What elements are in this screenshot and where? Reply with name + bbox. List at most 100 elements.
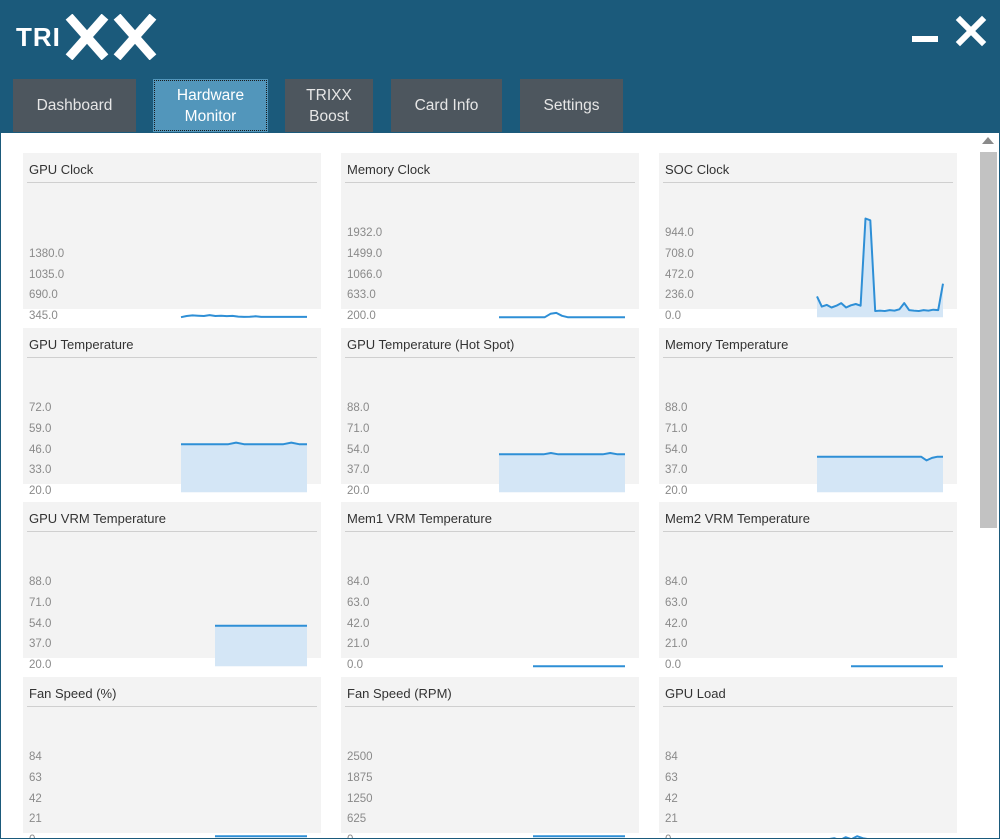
series-line — [181, 441, 307, 446]
monitor-card: Mem2 VRM Temperature 84.0 63.0 42.0 21.0 0.0 — [659, 502, 957, 671]
y-tick-label: 37.0 — [347, 464, 370, 477]
y-tick-label: 472.0 — [665, 268, 694, 281]
y-tick-label: 20.0 — [347, 485, 370, 498]
monitor-title: Mem1 VRM Temperature — [347, 511, 492, 526]
minimize-icon — [912, 36, 938, 42]
y-tick-label: 33.0 — [29, 464, 52, 477]
trixx-logo: TRI — [16, 14, 157, 60]
svg-text:TRI: TRI — [16, 22, 61, 52]
monitor-card: GPU Load 84 63 42 21 0 — [659, 677, 957, 838]
tab-dashboard[interactable]: Dashboard — [13, 79, 136, 132]
y-tick-label: 54.0 — [347, 443, 370, 456]
title-divider — [663, 706, 953, 707]
vertical-scrollbar[interactable] — [978, 133, 999, 838]
tab-card-info[interactable]: Card Info — [391, 79, 502, 132]
y-tick-label: 0.0 — [665, 659, 681, 672]
y-tick-label: 84 — [665, 751, 678, 763]
y-tick-label: 54.0 — [29, 617, 52, 630]
monitor-title: GPU Temperature (Hot Spot) — [347, 337, 515, 352]
y-tick-label: 88.0 — [665, 402, 688, 414]
monitor-chart — [851, 665, 943, 668]
y-tick-label: 37.0 — [665, 464, 688, 477]
y-tick-label: 1499.0 — [347, 247, 383, 260]
y-tick-label: 42.0 — [347, 617, 370, 630]
monitor-title: GPU Clock — [29, 162, 94, 177]
y-tick-label: 21.0 — [347, 638, 370, 651]
close-icon — [955, 15, 987, 47]
y-tick-label: 88.0 — [29, 576, 52, 588]
tab-settings[interactable]: Settings — [520, 79, 623, 132]
monitor-card: SOC Clock 944.0 708.0 472.0 236.0 0.0 — [659, 153, 957, 322]
monitor-title: Fan Speed (%) — [29, 686, 117, 701]
monitor-title: GPU VRM Temperature — [29, 511, 167, 526]
monitor-card: Mem1 VRM Temperature 84.0 63.0 42.0 21.0 0.0 — [341, 502, 639, 671]
y-tick-label: 63.0 — [347, 596, 370, 609]
y-tick-label: 1380.0 — [29, 247, 65, 260]
series-area — [499, 453, 625, 493]
series-line — [180, 314, 307, 319]
monitor-card: Fan Speed (%) 84 63 42 21 0 — [23, 677, 321, 838]
y-tick-label: 20.0 — [29, 485, 52, 498]
y-tick-label: 2500 — [347, 751, 373, 763]
series-area — [817, 218, 943, 318]
monitor-title: GPU Temperature — [29, 337, 134, 352]
close-button[interactable] — [950, 12, 992, 54]
title-divider — [27, 706, 317, 707]
y-tick-label: 1250 — [347, 792, 373, 805]
y-tick-label: 46.0 — [29, 443, 52, 456]
y-tick-label: 42 — [29, 792, 42, 805]
y-tick-label: 708.0 — [665, 247, 694, 260]
monitor-title: Mem2 VRM Temperature — [665, 511, 810, 526]
series-line — [817, 455, 943, 462]
y-tick-label: 0.0 — [665, 310, 681, 323]
y-tick-label: 88.0 — [347, 402, 370, 414]
y-tick-label: 0 — [665, 834, 705, 838]
series-line — [816, 217, 944, 312]
y-tick-label: 84 — [29, 751, 42, 763]
y-tick-label: 690.0 — [29, 289, 58, 302]
title-divider — [345, 182, 635, 183]
y-tick-label: 42.0 — [665, 617, 688, 630]
y-tick-label: 71.0 — [347, 422, 370, 435]
y-tick-label: 71.0 — [665, 422, 688, 435]
minimize-button[interactable] — [906, 16, 946, 56]
monitor-chart — [816, 217, 944, 318]
title-divider — [663, 357, 953, 358]
y-tick-label: 633.0 — [347, 289, 376, 302]
y-tick-label: 944.0 — [665, 227, 694, 239]
monitor-card: GPU Clock 1380.0 1035.0 690.0 345.0 — [23, 153, 321, 322]
title-bar: TRI Dashboard Hardware Monitor TRIXX Boo… — [0, 0, 1000, 133]
series-area — [817, 456, 943, 493]
y-tick-label: 1035.0 — [29, 268, 65, 281]
tab-hardware-monitor[interactable]: Hardware Monitor — [153, 79, 268, 132]
y-tick-label: 20.0 — [665, 485, 688, 498]
y-tick-label: 59.0 — [29, 422, 52, 435]
monitor-chart — [499, 311, 625, 319]
monitor-chart — [215, 835, 307, 838]
title-divider — [663, 182, 953, 183]
title-divider — [345, 706, 635, 707]
y-tick-label: 21 — [665, 813, 678, 826]
monitor-chart — [180, 314, 307, 319]
series-line — [829, 835, 868, 838]
monitor-title: Memory Temperature — [665, 337, 789, 352]
title-divider — [663, 531, 953, 532]
monitor-chart — [499, 452, 625, 493]
scroll-up-arrow-icon[interactable] — [982, 137, 994, 144]
monitor-card: Fan Speed (RPM) 2500 1875 1250 625 0 — [341, 677, 639, 838]
monitor-card: GPU Temperature (Hot Spot) 88.0 71.0 54.0 37… — [341, 328, 639, 497]
title-divider — [27, 531, 317, 532]
y-tick-label: 63 — [665, 771, 678, 784]
monitor-chart — [817, 455, 943, 493]
monitor-card: GPU VRM Temperature 88.0 71.0 54.0 37.0 20.0 — [23, 502, 321, 671]
tab-trixx-boost[interactable]: TRIXX Boost — [285, 79, 373, 132]
y-tick-label: 84.0 — [665, 576, 688, 588]
monitor-chart — [533, 835, 625, 838]
y-tick-label: 0.0 — [347, 659, 363, 672]
y-tick-label: 63.0 — [665, 596, 688, 609]
scrollbar-thumb[interactable] — [980, 152, 997, 528]
y-tick-label: 71.0 — [29, 596, 52, 609]
monitor-chart — [533, 665, 625, 668]
y-tick-label: 236.0 — [665, 289, 694, 302]
monitor-card: Memory Clock 1932.0 1499.0 1066.0 633.0 200.0 — [341, 153, 639, 322]
